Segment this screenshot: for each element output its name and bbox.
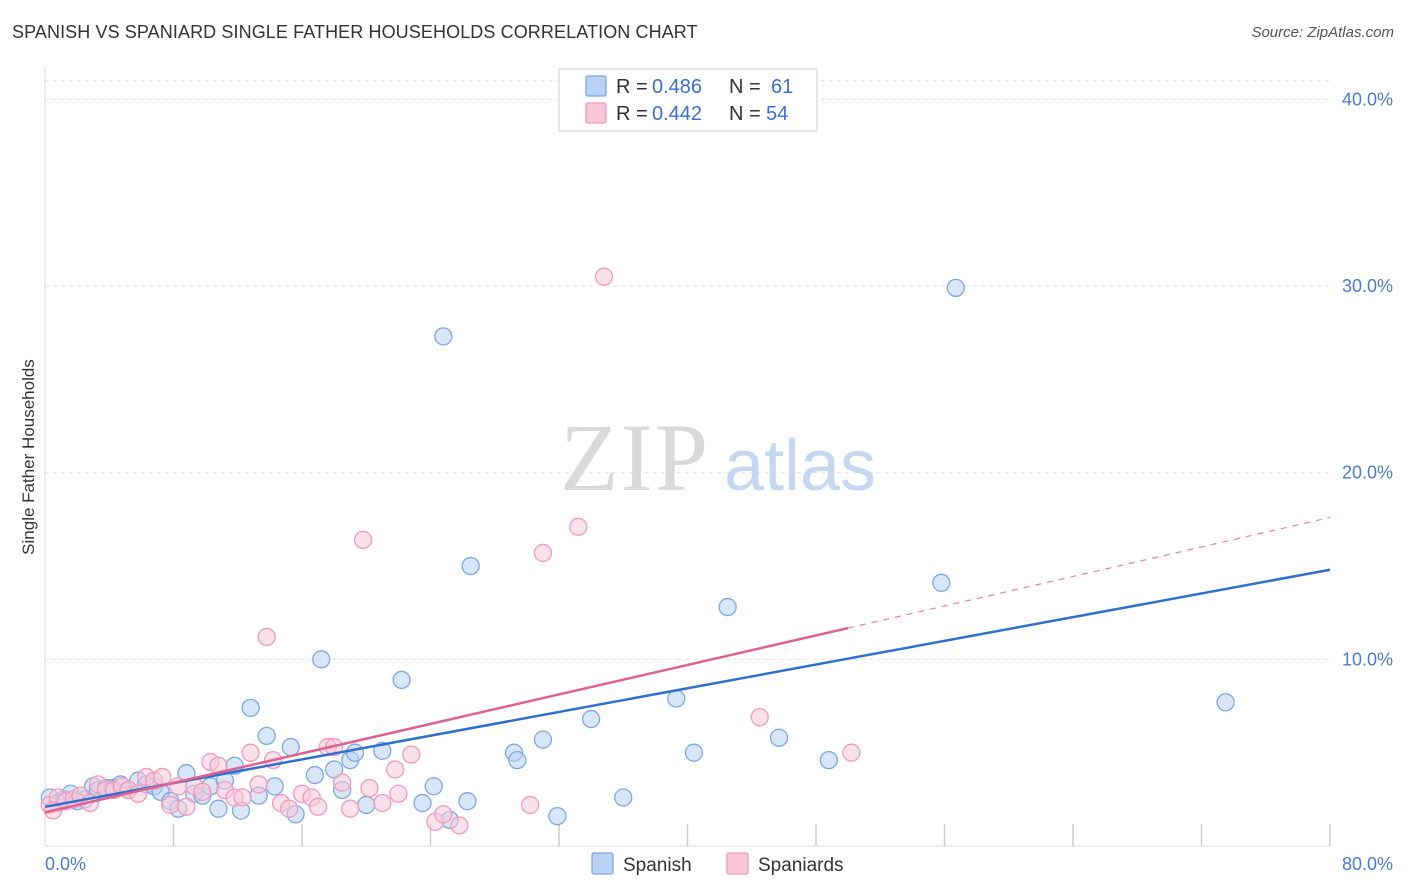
data-point [946,278,965,298]
data-point [450,816,469,835]
data-point [324,760,344,779]
data-point [209,799,228,818]
data-point [281,737,300,757]
data-point [373,793,392,813]
data-point [360,778,379,798]
source-credit: Source: ZipAtlas.com [1251,24,1394,41]
data-point [241,743,260,762]
y-tick-label: 10.0% [1342,649,1393,669]
data-point [265,777,284,796]
data-point [461,556,480,576]
data-point [402,745,421,764]
data-point [581,709,601,729]
data-point [177,797,196,816]
data-point [193,782,212,802]
data-point [594,267,614,286]
data-point [357,795,376,815]
data-point [233,788,252,807]
y-axis-tick-labels: 10.0% 20.0% 30.0% 40.0% [1342,89,1393,669]
data-point [458,792,477,811]
data-point [434,327,453,346]
data-point [508,750,527,770]
watermark-zip: ZIP [560,404,710,511]
y-axis-title: Single Father Households [19,359,38,555]
data-point [424,777,443,796]
watermark-atlas: atlas [724,426,876,506]
series-legend-swatch-spanish [591,852,614,875]
data-point [345,743,365,762]
data-point [257,627,276,647]
data-point [161,795,180,815]
data-point [750,708,769,727]
legend-r-label-spaniards: R = [616,103,648,125]
data-point [932,573,951,592]
trend-lines [44,516,1331,814]
data-point [533,543,553,563]
data-point [392,670,411,690]
x-tick-label: 80.0% [1342,854,1393,874]
series-spanish-points [40,278,1235,830]
legend-swatch-spaniards [585,102,607,124]
data-point [569,517,588,536]
trend-line-solid [44,568,1331,809]
data-point [842,743,861,762]
data-point [333,773,352,792]
legend-r-label-spanish: R = [616,76,648,98]
data-point [257,726,276,746]
series-legend-swatch-spaniards [726,852,749,875]
data-point [241,698,260,718]
data-point [386,760,405,779]
data-point [279,799,299,818]
data-point [389,784,408,803]
data-point [819,750,838,770]
y-tick-label: 20.0% [1342,463,1393,483]
legend-n-value-spaniards: 54 [766,103,788,125]
legend-r-value-spaniards: 0.442 [652,103,702,125]
data-point [520,795,540,815]
y-tick-label: 40.0% [1342,89,1393,109]
data-point [1216,693,1235,712]
x-axis-tick-labels: 0.0% 80.0% [45,854,1393,874]
legend-r-value-spanish: 0.486 [652,76,702,98]
data-point [305,765,325,785]
x-tick-label: 0.0% [45,854,86,874]
data-point [413,793,432,813]
data-point [614,788,633,807]
legend-swatch-spanish [585,75,607,97]
data-point [718,597,737,617]
data-point [769,728,789,747]
x-axis-ticks [172,824,1331,846]
data-point [434,805,453,824]
data-point [684,743,704,762]
legend-n-label-spanish: N = [729,76,761,98]
correlation-legend: R = 0.486 N = 61 R = 0.442 N = 54 [558,68,818,132]
legend-n-label-spaniards: N = [729,103,761,125]
legend-n-value-spanish: 61 [771,76,793,98]
trend-line-solid [44,626,849,814]
data-point [308,797,328,816]
data-point [249,775,268,794]
series-legend-label-spaniards: Spaniards [758,855,844,876]
data-point [533,730,553,749]
trend-line-dashed [847,516,1331,629]
chart-title: SPANISH VS SPANIARD SINGLE FATHER HOUSEH… [12,22,698,42]
data-point [548,806,567,826]
data-point [341,799,360,818]
series-spaniards-points [40,267,861,835]
data-point [312,650,331,669]
y-tick-label: 30.0% [1342,276,1393,296]
series-legend-label-spanish: Spanish [623,855,692,876]
series-legend: Spanish Spaniards [591,852,844,876]
data-point [353,530,373,550]
